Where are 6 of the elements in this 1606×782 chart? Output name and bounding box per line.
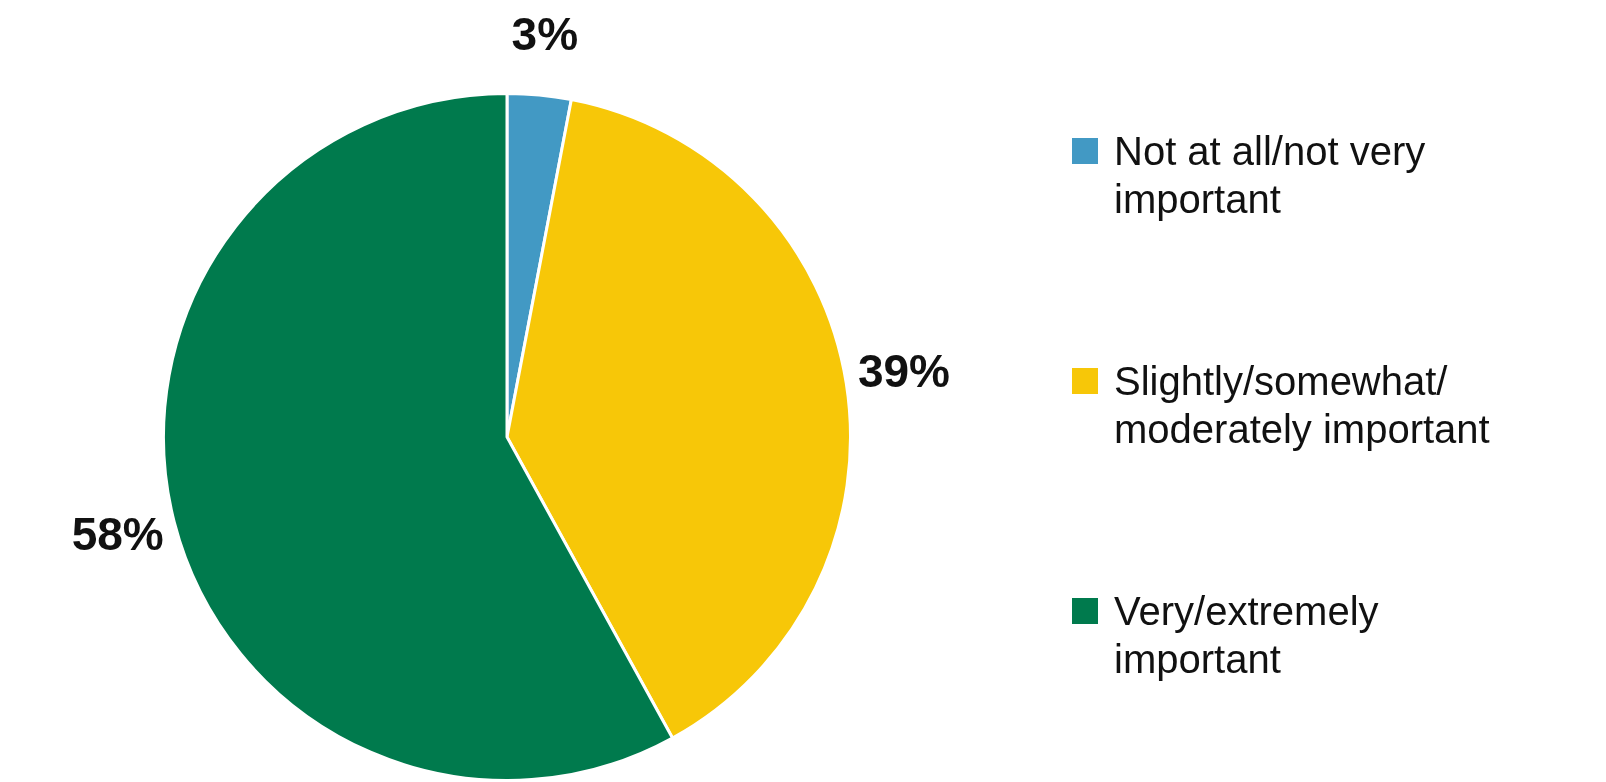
legend-label: Very/extremely important bbox=[1114, 588, 1380, 683]
data-label: 58% bbox=[71, 507, 164, 560]
data-label: 39% bbox=[857, 344, 950, 397]
legend-label: Slightly/somewhat/ moderately important bbox=[1114, 358, 1491, 453]
legend-label: Not at all/not very important bbox=[1114, 128, 1427, 223]
data-label: 3% bbox=[511, 7, 579, 60]
